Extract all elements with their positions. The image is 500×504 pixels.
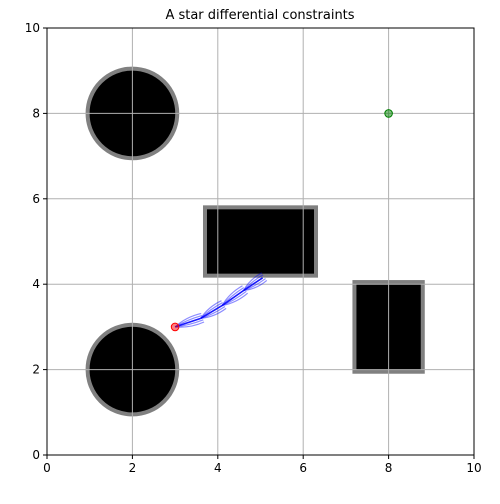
path-segment <box>242 277 264 292</box>
path-segment <box>174 317 201 328</box>
x-tick-label: 10 <box>466 461 481 475</box>
markers <box>170 109 393 332</box>
goal-point <box>384 109 393 118</box>
y-tick-label: 0 <box>32 448 40 462</box>
x-tick-label: 4 <box>214 461 222 475</box>
expansion-branch <box>200 300 222 319</box>
y-tick-label: 2 <box>32 363 40 377</box>
x-tick-label: 6 <box>299 461 307 475</box>
expansion-branch <box>242 272 263 291</box>
axes-frame <box>46 27 475 456</box>
path-expansions <box>174 272 268 328</box>
axis-ticks: 0 2 4 6 8 10 0 2 4 6 8 10 <box>25 21 482 475</box>
x-tick-label: 0 <box>43 461 51 475</box>
y-tick-label: 8 <box>32 106 40 120</box>
expansion-branch <box>200 307 227 319</box>
path-segment <box>200 304 223 320</box>
expansion-branch <box>221 292 249 307</box>
expansion-branch <box>221 285 243 306</box>
path-segment <box>221 289 244 307</box>
chart-title: A star differential constraints <box>165 8 354 23</box>
y-tick-label: 4 <box>32 277 40 291</box>
y-tick-label: 10 <box>25 21 40 35</box>
start-point <box>170 322 180 332</box>
expansion-branch <box>243 279 268 292</box>
x-tick-label: 2 <box>129 461 137 475</box>
obstacle-rectangle <box>202 205 319 278</box>
x-tick-label: 8 <box>385 461 393 475</box>
y-tick-label: 6 <box>32 192 40 206</box>
obstacles <box>85 66 425 417</box>
